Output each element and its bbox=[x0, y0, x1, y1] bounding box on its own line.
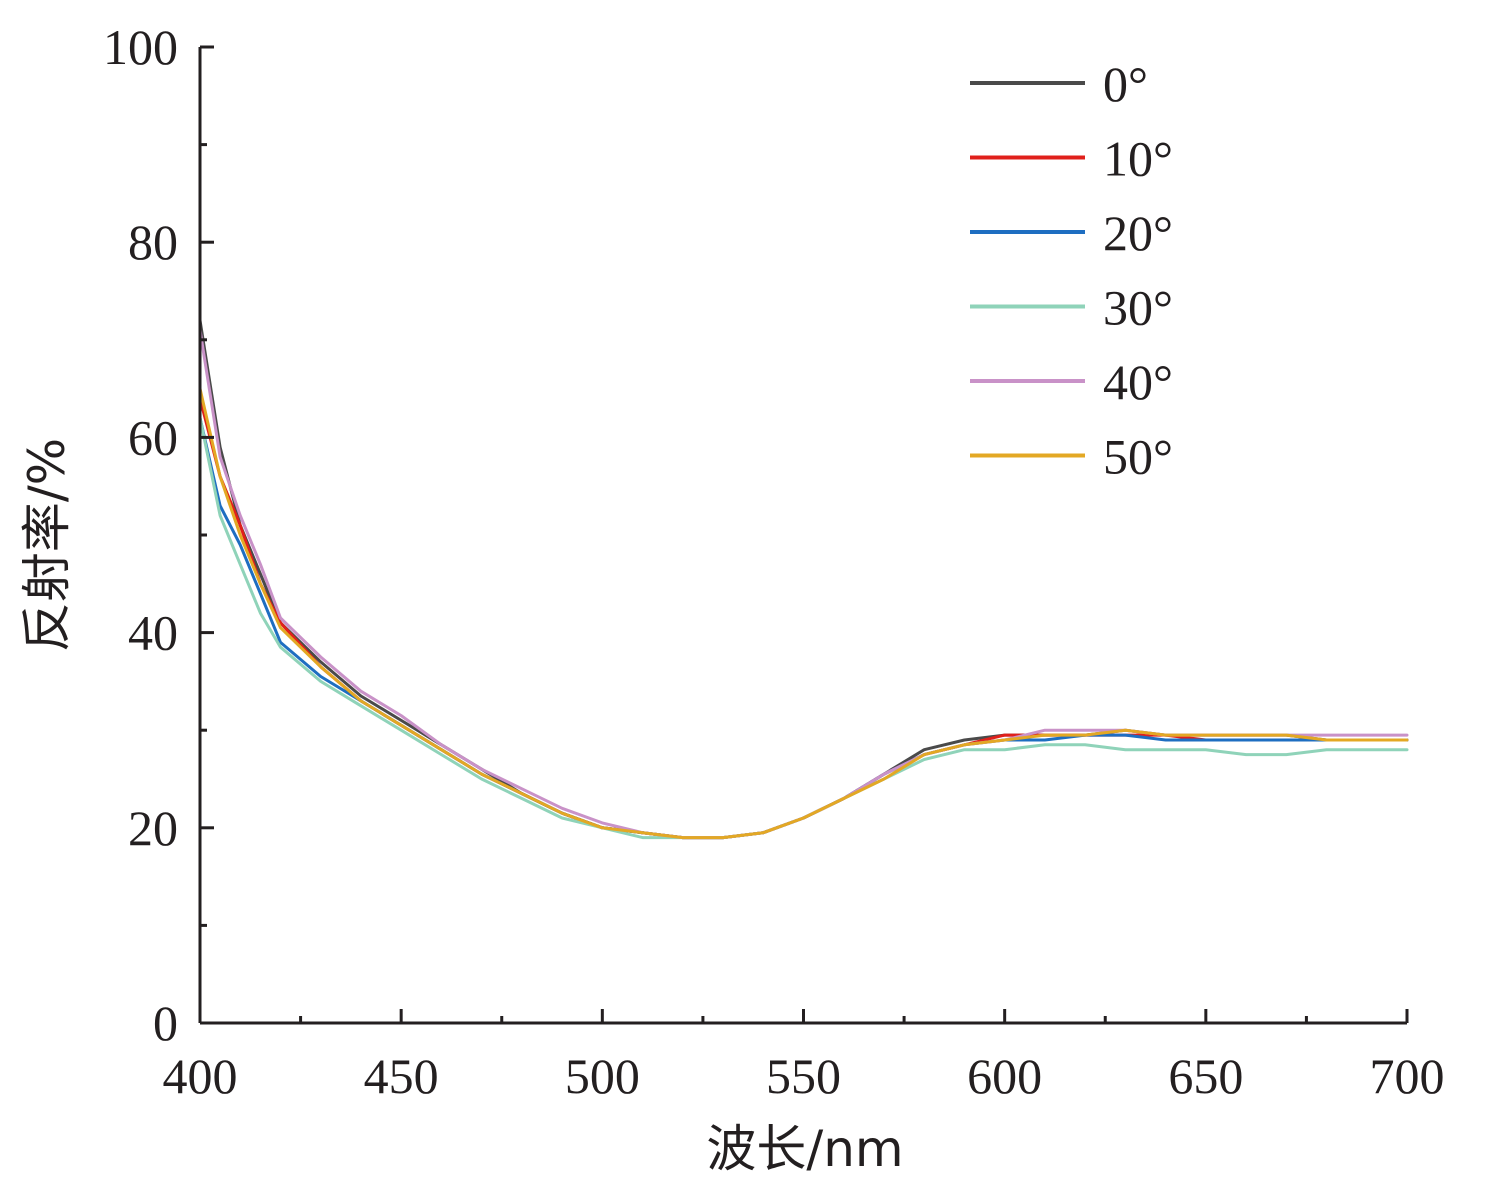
x-tick-label: 700 bbox=[1370, 1048, 1445, 1104]
x-tick-label: 450 bbox=[364, 1048, 439, 1104]
legend-label-4: 40° bbox=[1103, 354, 1173, 410]
x-tick-label: 500 bbox=[565, 1048, 640, 1104]
legend-label-1: 10° bbox=[1103, 131, 1173, 187]
x-tick-label: 600 bbox=[967, 1048, 1042, 1104]
y-tick-label: 20 bbox=[128, 800, 178, 856]
legend-label-2: 20° bbox=[1103, 205, 1173, 261]
series-line-0 bbox=[198, 318, 1409, 840]
series-line-2 bbox=[198, 416, 1409, 840]
x-tick-label: 550 bbox=[766, 1048, 841, 1104]
y-tick-label: 40 bbox=[128, 605, 178, 661]
series-line-1 bbox=[198, 396, 1409, 840]
y-axis-title: 反射率/% bbox=[18, 438, 76, 652]
series-line-5 bbox=[198, 387, 1409, 840]
y-tick-label: 100 bbox=[103, 19, 178, 75]
x-axis-title: 波长/nm bbox=[706, 1120, 903, 1178]
legend: 0° 10° 20° 30° 40° 50° bbox=[970, 56, 1173, 485]
x-tick-label: 650 bbox=[1168, 1048, 1243, 1104]
series-line-4 bbox=[198, 328, 1409, 840]
x-tick-labels: 400 450 500 550 600 650 700 bbox=[163, 1048, 1445, 1104]
legend-label-3: 30° bbox=[1103, 280, 1173, 336]
x-tick-label: 400 bbox=[163, 1048, 238, 1104]
series-line-3 bbox=[198, 416, 1409, 840]
y-tick-labels: 0 20 40 60 80 100 bbox=[103, 19, 178, 1051]
axes-layer bbox=[198, 45, 1409, 1025]
y-tick-label: 80 bbox=[128, 214, 178, 270]
legend-label-0: 0° bbox=[1103, 56, 1148, 112]
y-tick-label: 0 bbox=[153, 995, 178, 1051]
legend-label-5: 50° bbox=[1103, 429, 1173, 485]
y-tick-label: 60 bbox=[128, 409, 178, 465]
series-layer bbox=[198, 318, 1409, 840]
